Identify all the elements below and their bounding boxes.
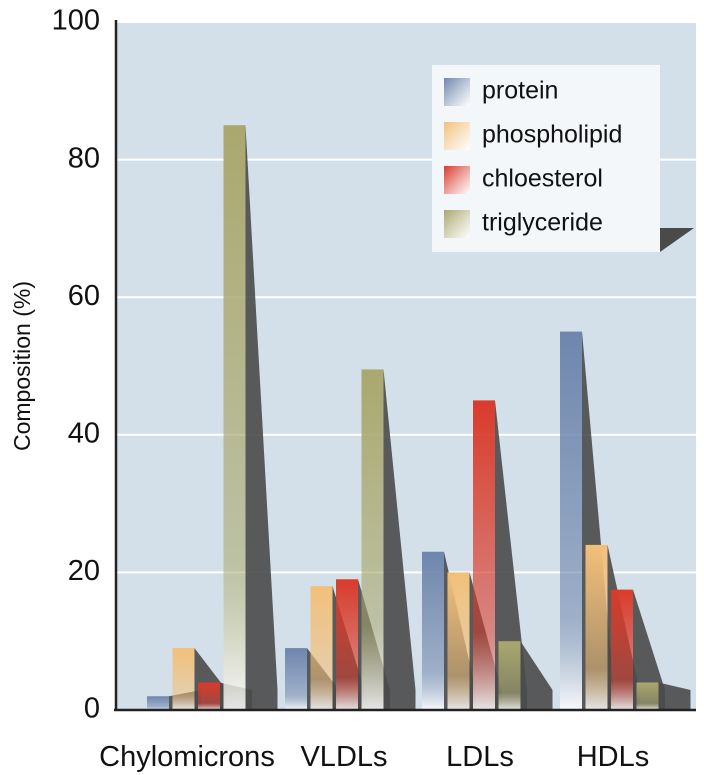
category-label-ldls: LDLs: [446, 741, 514, 773]
bar-shadow: [658, 682, 691, 710]
bar-chylomicrons-protein: [147, 696, 169, 710]
legend-label-phospholipid: phospholipid: [482, 121, 622, 149]
y-tick-labels: 0 20 40 60 80 100: [52, 5, 100, 725]
category-labels: Chylomicrons VLDLs LDLs HDLs: [99, 741, 649, 773]
category-label-hdls: HDLs: [577, 741, 650, 773]
bar-shadow: [495, 400, 527, 710]
legend-label-protein: protein: [482, 77, 558, 105]
y-tick-label: 60: [68, 280, 100, 312]
bar-hdls-triglyceride: [636, 682, 659, 710]
bar-shadow: [520, 641, 553, 710]
bar-ldls-phospholipid: [447, 572, 470, 710]
bar-shadow: [245, 125, 278, 710]
bar-shadow: [383, 369, 416, 710]
legend-shadow: [660, 228, 694, 252]
bar-chylomicrons-phospholipid: [172, 648, 195, 710]
legend-swatch-triglyceride: [444, 210, 470, 238]
category-label-chylomicrons: Chylomicrons: [99, 741, 275, 773]
bar-chylomicrons-chloesterol: [198, 682, 220, 710]
y-tick-label: 0: [84, 693, 100, 725]
bars: [147, 125, 691, 710]
y-axis-label: Composition (%): [9, 281, 35, 451]
legend-swatch-phospholipid: [444, 122, 470, 150]
legend: protein phospholipid chloesterol triglyceri…: [432, 65, 694, 252]
bar-vldls-protein: [285, 648, 307, 710]
y-tick-label: 80: [68, 142, 100, 174]
y-tick-label: 40: [68, 417, 100, 449]
y-tick-label: 20: [68, 555, 100, 587]
legend-swatch-protein: [444, 78, 470, 106]
bar-hdls-chloesterol: [611, 589, 633, 710]
bar-hdls-protein: [560, 331, 582, 710]
bar-ldls-protein: [422, 551, 444, 710]
bar-shadow: [633, 589, 665, 710]
legend-swatch-chloesterol: [444, 166, 470, 194]
legend-label-chloesterol: chloesterol: [482, 165, 603, 193]
bar-vldls-chloesterol: [336, 579, 358, 710]
bar-chylomicrons-triglyceride: [223, 125, 246, 710]
bar-ldls-triglyceride: [498, 641, 521, 710]
y-tick-label: 100: [52, 5, 100, 37]
bar-ldls-chloesterol: [473, 400, 495, 710]
bar-hdls-phospholipid: [585, 544, 608, 710]
category-label-vldls: VLDLs: [300, 741, 387, 773]
legend-label-triglyceride: triglyceride: [482, 209, 603, 237]
bar-vldls-phospholipid: [310, 586, 333, 710]
bar-vldls-triglyceride: [361, 369, 384, 710]
